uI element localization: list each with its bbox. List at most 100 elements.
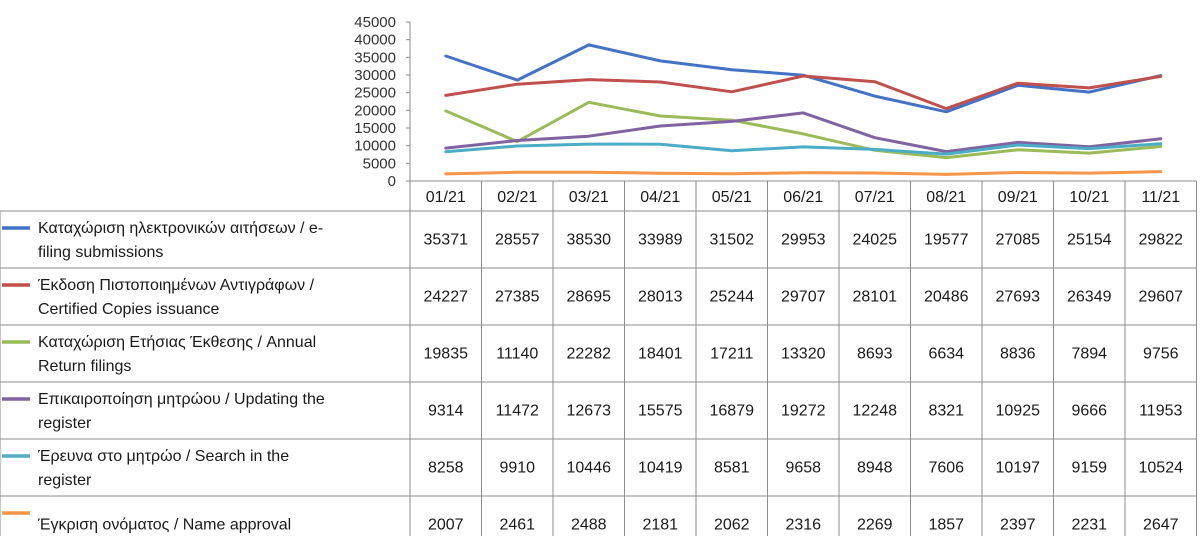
series-line-4 [444,111,1163,154]
series-name-label: filing submissions [38,244,163,261]
data-value-cell: 2181 [642,517,678,534]
y-tick-label: 25000 [354,85,396,102]
data-value-cell: 2316 [785,517,821,534]
data-value-cell: 29607 [1139,289,1184,306]
data-value-cell: 2269 [857,517,893,534]
data-value-cell: 13320 [781,346,826,363]
data-value-cell: 28101 [853,289,898,306]
data-value-cell: 19272 [781,403,826,420]
y-tick-label: 30000 [354,67,396,84]
category-label: 09/21 [998,189,1038,206]
data-value-cell: 18401 [638,346,683,363]
category-label: 04/21 [640,189,680,206]
category-label: 05/21 [712,189,752,206]
data-value-cell: 9666 [1071,403,1107,420]
data-value-cell: 24025 [853,232,898,249]
series-name-label: Καταχώριση ηλεκτρονικών αιτήσεων / e- [38,220,323,237]
data-value-cell: 24227 [424,289,469,306]
data-value-cell: 27385 [495,289,540,306]
data-value-cell: 16879 [710,403,755,420]
data-value-cell: 9314 [428,403,464,420]
data-value-cell: 2488 [571,517,607,534]
category-label: 02/21 [497,189,537,206]
data-value-cell: 38530 [567,232,612,249]
series-line-1 [444,43,1163,114]
series-name-label: Επικαιροποίηση μητρώου / Updating the [38,391,325,408]
data-value-cell: 2647 [1143,517,1179,534]
y-tick-label: 5000 [363,155,396,172]
series-line-3 [444,100,1163,160]
data-value-cell: 7606 [928,460,964,477]
data-value-cell: 10419 [638,460,683,477]
data-value-cell: 15575 [638,403,683,420]
series-line-5 [444,142,1163,156]
category-label: 07/21 [855,189,895,206]
series-name-label: Certified Copies issuance [38,301,220,318]
series-line-2 [444,74,1163,111]
data-value-cell: 9658 [785,460,821,477]
data-value-cell: 9756 [1143,346,1179,363]
data-value-cell: 26349 [1067,289,1112,306]
data-value-cell: 8258 [428,460,464,477]
series-name-label: register [38,415,92,432]
series-line-6 [444,170,1163,176]
data-value-cell: 11140 [496,346,538,363]
data-value-cell: 2007 [428,517,464,534]
data-value-cell: 27693 [996,289,1041,306]
data-value-cell: 10925 [996,403,1041,420]
data-value-cell: 29822 [1139,232,1184,249]
category-label: 06/21 [783,189,823,206]
data-value-cell: 2062 [714,517,750,534]
data-value-cell: 2397 [1000,517,1036,534]
y-tick-label: 10000 [354,138,396,155]
y-tick-label: 35000 [354,49,396,66]
y-tick-label: 15000 [354,120,396,137]
data-value-cell: 6634 [928,346,964,363]
series-name-label: Έγκριση ονόματος / Name approval [37,517,291,534]
category-label: 08/21 [926,189,966,206]
data-value-cell: 9159 [1071,460,1107,477]
data-value-cell: 8321 [928,403,964,420]
data-value-cell: 8693 [857,346,893,363]
data-value-cell: 12248 [853,403,898,420]
data-value-cell: 8948 [857,460,893,477]
data-value-cell: 11953 [1139,403,1182,420]
category-label: 10/21 [1069,189,1109,206]
data-value-cell: 22282 [567,346,612,363]
data-value-cell: 2461 [499,517,535,534]
data-value-cell: 25154 [1067,232,1112,249]
data-value-cell: 28013 [638,289,683,306]
data-value-cell: 29953 [781,232,826,249]
data-value-cell: 35371 [424,232,469,249]
data-value-cell: 28695 [567,289,612,306]
category-label: 03/21 [569,189,609,206]
data-value-cell: 7894 [1071,346,1107,363]
data-value-cell: 27085 [996,232,1041,249]
data-value-cell: 19835 [424,346,469,363]
data-value-cell: 2231 [1071,517,1107,534]
data-value-cell: 9910 [499,460,535,477]
data-value-cell: 17211 [710,346,753,363]
data-value-cell: 25244 [710,289,755,306]
data-value-cell: 20486 [924,289,969,306]
y-tick-label: 20000 [354,102,396,119]
data-value-cell: 33989 [638,232,683,249]
data-value-cell: 12673 [567,403,612,420]
data-value-cell: 8581 [714,460,750,477]
data-value-cell: 19577 [924,232,969,249]
y-tick-label: 45000 [354,14,396,31]
series-name-label: Return filings [38,358,131,375]
series-name-label: Έκδοση Πιστοποιημένων Αντιγράφων / [37,277,315,294]
data-value-cell: 31502 [710,232,755,249]
data-value-cell: 8836 [1000,346,1036,363]
data-value-cell: 10446 [567,460,612,477]
category-label: 01/21 [426,189,466,206]
y-tick-label: 0 [388,173,396,190]
series-name-label: Έρευνα στο μητρώο / Search in the [37,448,289,465]
data-value-cell: 29707 [781,289,826,306]
y-tick-label: 40000 [354,32,396,49]
data-value-cell: 28557 [495,232,540,249]
series-name-label: register [38,472,92,489]
